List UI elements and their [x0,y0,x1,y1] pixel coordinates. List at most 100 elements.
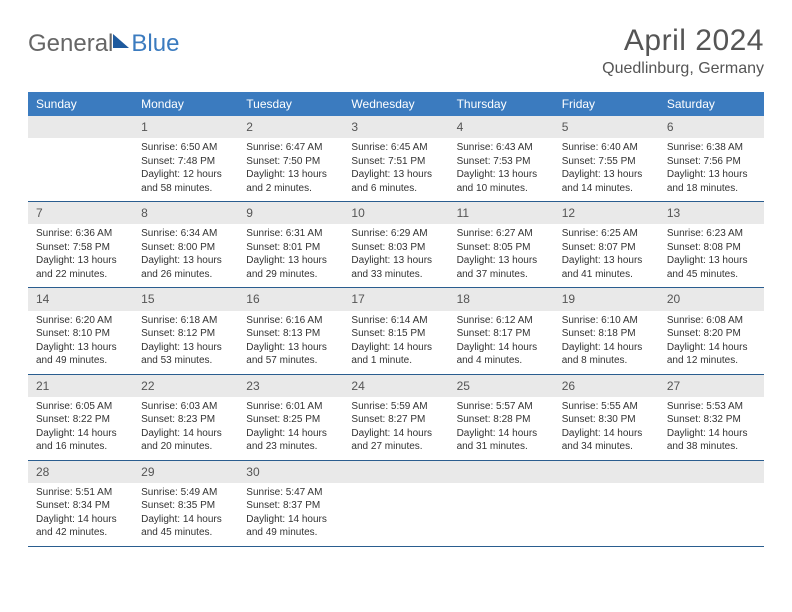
day-cell: 29Sunrise: 5:49 AMSunset: 8:35 PMDayligh… [133,461,238,546]
day-cell: 23Sunrise: 6:01 AMSunset: 8:25 PMDayligh… [238,375,343,460]
day-number: 8 [133,202,238,224]
day-body: Sunrise: 6:29 AMSunset: 8:03 PMDaylight:… [343,224,448,287]
week-row: 1Sunrise: 6:50 AMSunset: 7:48 PMDaylight… [28,116,764,202]
sunset-text: Sunset: 8:12 PM [141,327,230,341]
sunrise-text: Sunrise: 6:31 AM [246,227,335,241]
day-body: Sunrise: 5:57 AMSunset: 8:28 PMDaylight:… [449,397,554,460]
day-cell: 8Sunrise: 6:34 AMSunset: 8:00 PMDaylight… [133,202,238,287]
sunrise-text: Sunrise: 6:43 AM [457,141,546,155]
day-number: 5 [554,116,659,138]
sunrise-text: Sunrise: 6:38 AM [667,141,756,155]
day-body: Sunrise: 6:25 AMSunset: 8:07 PMDaylight:… [554,224,659,287]
day-body: Sunrise: 6:12 AMSunset: 8:17 PMDaylight:… [449,311,554,374]
day-body: Sunrise: 6:18 AMSunset: 8:12 PMDaylight:… [133,311,238,374]
sunset-text: Sunset: 8:18 PM [562,327,651,341]
weekday-header: Friday [554,92,659,116]
daylight-text: Daylight: 14 hours and 23 minutes. [246,427,335,454]
sunrise-text: Sunrise: 5:57 AM [457,400,546,414]
day-cell: 6Sunrise: 6:38 AMSunset: 7:56 PMDaylight… [659,116,764,201]
day-number: 4 [449,116,554,138]
day-body: Sunrise: 5:55 AMSunset: 8:30 PMDaylight:… [554,397,659,460]
sunset-text: Sunset: 8:13 PM [246,327,335,341]
day-cell [28,116,133,201]
day-body: Sunrise: 6:38 AMSunset: 7:56 PMDaylight:… [659,138,764,201]
day-number: 28 [28,461,133,483]
daylight-text: Daylight: 12 hours and 58 minutes. [141,168,230,195]
week-row: 28Sunrise: 5:51 AMSunset: 8:34 PMDayligh… [28,461,764,547]
day-number: 27 [659,375,764,397]
day-cell: 11Sunrise: 6:27 AMSunset: 8:05 PMDayligh… [449,202,554,287]
daylight-text: Daylight: 14 hours and 49 minutes. [246,513,335,540]
sunset-text: Sunset: 7:48 PM [141,155,230,169]
day-body: Sunrise: 6:01 AMSunset: 8:25 PMDaylight:… [238,397,343,460]
sunset-text: Sunset: 7:53 PM [457,155,546,169]
day-cell: 19Sunrise: 6:10 AMSunset: 8:18 PMDayligh… [554,288,659,373]
daylight-text: Daylight: 13 hours and 33 minutes. [351,254,440,281]
day-number: 13 [659,202,764,224]
sunrise-text: Sunrise: 6:50 AM [141,141,230,155]
daylight-text: Daylight: 13 hours and 6 minutes. [351,168,440,195]
sunset-text: Sunset: 7:55 PM [562,155,651,169]
weekday-header: Tuesday [238,92,343,116]
day-body [343,483,448,539]
day-number: 24 [343,375,448,397]
sunset-text: Sunset: 8:25 PM [246,413,335,427]
day-cell: 7Sunrise: 6:36 AMSunset: 7:58 PMDaylight… [28,202,133,287]
day-number: 16 [238,288,343,310]
day-cell: 5Sunrise: 6:40 AMSunset: 7:55 PMDaylight… [554,116,659,201]
sunrise-text: Sunrise: 6:18 AM [141,314,230,328]
day-cell: 17Sunrise: 6:14 AMSunset: 8:15 PMDayligh… [343,288,448,373]
weekday-header-row: SundayMondayTuesdayWednesdayThursdayFrid… [28,92,764,116]
day-number: 11 [449,202,554,224]
day-body [554,483,659,539]
sunrise-text: Sunrise: 6:29 AM [351,227,440,241]
day-number: 14 [28,288,133,310]
sunset-text: Sunset: 8:03 PM [351,241,440,255]
day-cell: 16Sunrise: 6:16 AMSunset: 8:13 PMDayligh… [238,288,343,373]
day-number [343,461,448,483]
sunset-text: Sunset: 7:56 PM [667,155,756,169]
sunset-text: Sunset: 8:22 PM [36,413,125,427]
logo-text-general: General [28,30,113,58]
daylight-text: Daylight: 13 hours and 53 minutes. [141,341,230,368]
day-number: 23 [238,375,343,397]
day-number [554,461,659,483]
sunset-text: Sunset: 7:51 PM [351,155,440,169]
day-cell: 15Sunrise: 6:18 AMSunset: 8:12 PMDayligh… [133,288,238,373]
day-number: 2 [238,116,343,138]
sunset-text: Sunset: 8:01 PM [246,241,335,255]
weekday-header: Saturday [659,92,764,116]
sunrise-text: Sunrise: 6:12 AM [457,314,546,328]
day-body: Sunrise: 6:43 AMSunset: 7:53 PMDaylight:… [449,138,554,201]
daylight-text: Daylight: 14 hours and 31 minutes. [457,427,546,454]
day-cell: 14Sunrise: 6:20 AMSunset: 8:10 PMDayligh… [28,288,133,373]
day-number: 21 [28,375,133,397]
sunset-text: Sunset: 8:00 PM [141,241,230,255]
daylight-text: Daylight: 14 hours and 4 minutes. [457,341,546,368]
day-body: Sunrise: 6:31 AMSunset: 8:01 PMDaylight:… [238,224,343,287]
daylight-text: Daylight: 13 hours and 37 minutes. [457,254,546,281]
calendar: SundayMondayTuesdayWednesdayThursdayFrid… [28,92,764,547]
daylight-text: Daylight: 13 hours and 10 minutes. [457,168,546,195]
week-row: 21Sunrise: 6:05 AMSunset: 8:22 PMDayligh… [28,375,764,461]
day-cell: 10Sunrise: 6:29 AMSunset: 8:03 PMDayligh… [343,202,448,287]
sunrise-text: Sunrise: 6:27 AM [457,227,546,241]
day-cell: 4Sunrise: 6:43 AMSunset: 7:53 PMDaylight… [449,116,554,201]
day-number [449,461,554,483]
day-body: Sunrise: 6:08 AMSunset: 8:20 PMDaylight:… [659,311,764,374]
sunset-text: Sunset: 8:08 PM [667,241,756,255]
day-body: Sunrise: 6:20 AMSunset: 8:10 PMDaylight:… [28,311,133,374]
day-body: Sunrise: 6:40 AMSunset: 7:55 PMDaylight:… [554,138,659,201]
daylight-text: Daylight: 14 hours and 8 minutes. [562,341,651,368]
day-body: Sunrise: 6:50 AMSunset: 7:48 PMDaylight:… [133,138,238,201]
sunset-text: Sunset: 8:23 PM [141,413,230,427]
day-number: 1 [133,116,238,138]
day-body: Sunrise: 6:10 AMSunset: 8:18 PMDaylight:… [554,311,659,374]
day-number: 29 [133,461,238,483]
day-number: 26 [554,375,659,397]
daylight-text: Daylight: 14 hours and 34 minutes. [562,427,651,454]
daylight-text: Daylight: 14 hours and 20 minutes. [141,427,230,454]
sunset-text: Sunset: 8:17 PM [457,327,546,341]
day-body: Sunrise: 6:03 AMSunset: 8:23 PMDaylight:… [133,397,238,460]
sunset-text: Sunset: 7:58 PM [36,241,125,255]
